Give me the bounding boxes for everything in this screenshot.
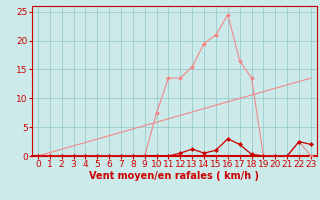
X-axis label: Vent moyen/en rafales ( km/h ): Vent moyen/en rafales ( km/h ) bbox=[89, 171, 260, 181]
